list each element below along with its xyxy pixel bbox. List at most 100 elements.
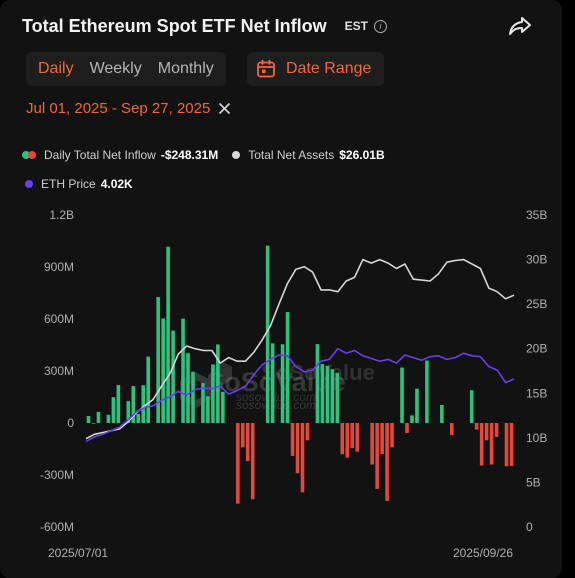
legend-assets-marker [232,151,241,159]
inflow-bar[interactable] [285,312,290,423]
y-left-tick: 0 [67,416,74,430]
inflow-bar[interactable] [325,365,330,423]
y-left-tick: 900M [44,260,74,274]
info-icon[interactable]: i [374,19,388,33]
inflow-bar[interactable] [245,423,250,462]
inflow-bar[interactable] [106,414,111,423]
inflow-bar[interactable] [450,423,454,436]
inflow-bar[interactable] [350,423,355,449]
inflow-bar[interactable] [330,369,335,423]
inflow-bar[interactable] [181,318,185,423]
inflow-bar[interactable] [250,423,255,500]
inflow-bar[interactable] [240,423,245,448]
y-right-tick: 0 [526,520,533,534]
inflow-bar[interactable] [161,318,165,423]
legend-daily-marker [22,151,36,159]
inflow-bar[interactable] [504,423,509,467]
watermark-upper-site: sosovalue.com [236,390,316,404]
tab-daily[interactable]: Daily [38,60,74,77]
inflow-bar[interactable] [116,385,121,423]
inflow-bar[interactable] [206,396,210,423]
inflow-bar[interactable] [509,423,514,466]
inflow-bar[interactable] [440,404,444,423]
inflow-bar[interactable] [320,364,325,423]
legend-price-label[interactable]: ETH Price [41,177,96,191]
inflow-bar[interactable] [400,367,404,423]
inflow-bar[interactable] [91,423,96,424]
inflow-bar[interactable] [290,423,295,456]
inflow-bar[interactable] [385,423,389,501]
inflow-bar[interactable] [186,353,190,423]
legend-row-1: Daily Total Net Inflow -$248.31M Total N… [22,148,385,162]
header: Total Ethereum Spot ETF Net Inflow EST i [22,12,546,40]
inflow-bar[interactable] [474,423,479,430]
inflow-bar[interactable] [300,423,305,493]
eth-price-line[interactable] [85,347,515,443]
inflow-bar[interactable] [141,385,146,423]
inflow-bar[interactable] [370,423,374,465]
inflow-bar[interactable] [270,343,275,423]
date-range-label: Date Range [286,60,372,77]
inflow-bar[interactable] [166,246,170,423]
total-net-assets-line[interactable] [85,258,515,440]
inflow-bar[interactable] [479,423,484,466]
inflow-bar[interactable] [156,296,160,423]
y-right-tick: 5B [526,475,541,489]
inflow-bar[interactable] [425,360,429,423]
inflow-bar[interactable] [171,330,175,423]
legend-price-marker [25,180,33,188]
inflow-bar[interactable] [494,423,499,437]
date-range-button[interactable]: Date Range [247,52,384,86]
calendar-icon [257,59,275,78]
legend-daily-value: -$248.31M [160,148,219,162]
page-title: Total Ethereum Spot ETF Net Inflow [22,15,327,36]
inflow-bar[interactable] [126,401,131,423]
inflow-bar[interactable] [136,413,141,423]
legend-daily-label[interactable]: Daily Total Net Inflow [44,148,156,162]
inflow-bar[interactable] [355,423,360,452]
tab-monthly[interactable]: Monthly [157,60,214,77]
y-left-tick: -300M [40,468,74,482]
inflow-bar[interactable] [405,423,409,434]
inflow-bar[interactable] [216,344,220,423]
inflow-bar[interactable] [469,390,474,423]
inflow-bar[interactable] [375,423,379,489]
inflow-bar[interactable] [146,356,150,423]
inflow-bar[interactable] [265,245,270,423]
selected-range: Jul 01, 2025 - Sep 27, 2025 [26,100,231,117]
close-icon[interactable] [218,102,231,115]
inflow-bar[interactable] [315,344,320,423]
inflow-bar[interactable] [345,423,350,458]
inflow-bar[interactable] [86,416,91,423]
inflow-bar[interactable] [410,415,414,423]
inflow-bar[interactable] [305,423,310,441]
y-left-tick: 1.2B [49,208,74,222]
inflow-bar[interactable] [295,423,300,474]
inflow-bar[interactable] [280,344,285,423]
y-right-tick: 15B [526,386,547,400]
legend-assets-label[interactable]: Total Net Assets [248,148,335,162]
inflow-bar[interactable] [340,423,345,455]
inflow-bar[interactable] [380,423,384,455]
y-right-tick: 25B [526,297,547,311]
inflow-bar[interactable] [111,397,116,423]
inflow-bar[interactable] [335,372,340,423]
inflow-bar[interactable] [211,364,215,423]
inflow-bar[interactable] [191,371,195,423]
inflow-bar[interactable] [131,386,136,423]
inflow-bar[interactable] [415,388,419,423]
x-tick-start: 2025/07/01 [48,546,108,560]
inflow-bar[interactable] [221,391,225,423]
watermark-site: sosovalue.com [236,398,316,412]
y-left-tick: 300M [44,364,74,378]
inflow-bar[interactable] [236,423,240,504]
inflow-bar[interactable] [96,411,101,423]
inflow-bar[interactable] [489,423,494,465]
share-icon[interactable] [508,15,532,37]
timezone-label[interactable]: EST [344,19,369,33]
x-tick-end: 2025/09/26 [453,546,513,560]
inflow-bar[interactable] [390,423,394,448]
inflow-bar[interactable] [201,383,205,423]
tab-weekly[interactable]: Weekly [89,60,142,77]
inflow-bar[interactable] [484,423,489,441]
